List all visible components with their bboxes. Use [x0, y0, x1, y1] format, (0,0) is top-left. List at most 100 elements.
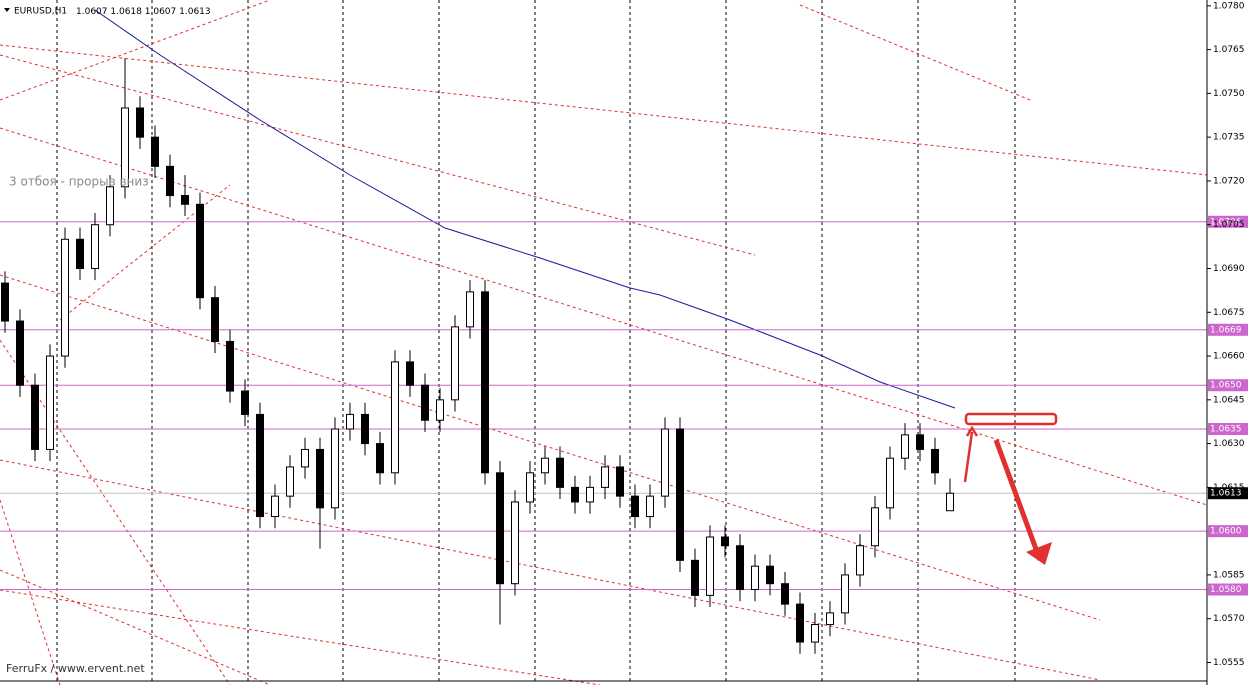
ohlc-open: 1.0607 [76, 7, 108, 17]
candle-body [751, 565, 759, 591]
candle-body [436, 399, 444, 421]
arrow-down [993, 439, 1043, 561]
candle-body [781, 583, 789, 605]
level-label-bg [1208, 215, 1248, 228]
candle-body [616, 466, 624, 497]
y-tick-label: 1.0630 [1213, 439, 1245, 449]
candles [1, 58, 954, 654]
candle-body [76, 238, 84, 269]
candle-body [91, 224, 99, 269]
candle-body [841, 574, 849, 614]
candle-body [601, 466, 609, 488]
candle-body [466, 291, 474, 328]
y-tick-label: 1.0615 [1213, 483, 1245, 493]
candle-body [1, 282, 9, 322]
y-tick-label: 1.0720 [1213, 176, 1245, 186]
candle-body [331, 428, 339, 509]
y-tick-label: 1.0765 [1213, 45, 1245, 55]
candle-body [226, 340, 234, 392]
candle-body [451, 326, 459, 401]
candle-body [376, 443, 384, 474]
candle-body [361, 413, 369, 445]
candle-body [271, 495, 279, 518]
candle-body [871, 507, 879, 547]
y-tick-label: 1.0645 [1213, 395, 1245, 405]
candle-body [661, 428, 669, 497]
level-label-bg [1208, 379, 1248, 392]
candle-body [46, 355, 54, 450]
level-label: 1.0669 [1210, 325, 1242, 335]
candle-body [256, 413, 264, 518]
candle-body [586, 486, 594, 503]
candle-body [526, 472, 534, 503]
chart-title: EURUSD,H1 [14, 7, 67, 17]
candle-body [886, 457, 894, 509]
candle-body [946, 492, 954, 512]
level-label-bg [1208, 323, 1248, 336]
candle-body [421, 384, 429, 421]
arrow-head [1026, 542, 1052, 565]
candle-body [196, 203, 204, 299]
target-zone [964, 412, 1058, 426]
candle-body [316, 448, 324, 509]
candle-body [16, 320, 24, 386]
candle-body [511, 501, 519, 585]
candle-body [241, 390, 249, 415]
moving-average [94, 9, 956, 409]
level-label: 1.0600 [1210, 527, 1242, 537]
candle-body [631, 495, 639, 518]
level-label-bg [1208, 583, 1248, 596]
annotation: 3 отбоя - прорыв вниз [9, 175, 149, 189]
candle-body [286, 466, 294, 497]
y-tick-label: 1.0555 [1213, 658, 1245, 668]
price-label: 1.0613 [1210, 489, 1242, 499]
y-tick-label: 1.0780 [1213, 1, 1245, 11]
candle-body [106, 186, 114, 226]
y-tick-label: 1.0585 [1213, 570, 1245, 580]
y-tick-label: 1.0735 [1213, 133, 1245, 143]
watermark: FerruFx / www.ervent.net [6, 662, 145, 675]
y-tick-label: 1.0705 [1213, 220, 1245, 230]
candle-body [406, 361, 414, 386]
candle-body [136, 107, 144, 138]
level-label: 1.0706 [1210, 217, 1242, 227]
candle-body [826, 612, 834, 626]
candle-body [736, 545, 744, 591]
ohlc: 1.0607 1.0618 1.0607 1.0613 [76, 7, 211, 17]
y-tick-label: 1.0570 [1213, 614, 1245, 624]
levels: 1.0706 1.0669 1.0650 1.0635 1.0600 1.0580 1.06… [0, 215, 1248, 596]
candle-body [151, 136, 159, 167]
candle-body [166, 165, 174, 197]
arrow-up [963, 425, 979, 483]
candle-body [541, 457, 549, 474]
candle-body [481, 291, 489, 474]
candle-body [856, 545, 864, 576]
candle-body [811, 624, 819, 643]
candle-body [301, 448, 309, 468]
candle-body [556, 457, 564, 488]
y-ticks: 1.0780 1.0765 1.0750 1.0735 1.0720 1.0705 1.06… [1207, 1, 1245, 668]
candle-body [346, 413, 354, 430]
candle-body [676, 428, 684, 561]
candle-body [571, 486, 579, 503]
level-label: 1.0650 [1210, 381, 1242, 391]
y-tick-label: 1.0690 [1213, 264, 1245, 274]
price-label-bg [1208, 487, 1248, 500]
ohlc-high: 1.0618 [110, 7, 142, 17]
menu-triangle [4, 8, 10, 12]
candle-body [901, 434, 909, 459]
candle-body [61, 238, 69, 357]
ohlc-low: 1.0607 [145, 7, 177, 17]
y-tick-label: 1.0675 [1213, 308, 1245, 318]
candle-body [706, 536, 714, 596]
level-label-bg [1208, 525, 1248, 538]
y-tick-label: 1.0750 [1213, 89, 1245, 99]
candle-body [496, 472, 504, 585]
candle-body [211, 297, 219, 342]
candle-body [121, 107, 129, 188]
candle-body [391, 361, 399, 474]
y-tick-label: 1.0660 [1213, 352, 1245, 362]
level-label: 1.0580 [1210, 585, 1242, 595]
ohlc-close: 1.0613 [179, 7, 211, 17]
